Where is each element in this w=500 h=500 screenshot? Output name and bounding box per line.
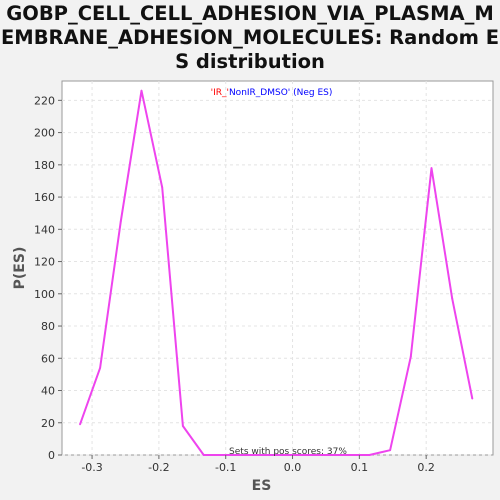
- data-point: [347, 454, 350, 456]
- data-point: [285, 454, 288, 456]
- y-tick-label: 160: [34, 191, 55, 204]
- data-point: [244, 454, 247, 456]
- y-axis-title: P(ES): [12, 247, 28, 290]
- data-point: [79, 423, 81, 426]
- data-point: [140, 89, 143, 92]
- data-point: [471, 397, 474, 400]
- axis-layer: 0 20 40 60 80 100 120 140 160 180 200 220 -0.3 -0.2 -0…: [34, 94, 435, 474]
- y-tick-label: 180: [34, 159, 55, 172]
- grid-layer: [62, 81, 493, 456]
- data-point: [223, 454, 226, 456]
- y-tick-label: 100: [34, 288, 55, 301]
- legend-part: 'IR_': [211, 88, 229, 98]
- legend-part: NonIR_DMSO' (Neg ES): [229, 88, 332, 98]
- data-point: [99, 367, 101, 369]
- data-point: [119, 220, 122, 223]
- chart-title: GOBP_CELL_CELL_ADHESION_VIA_PLASMA_MEMBR…: [0, 2, 500, 73]
- data-point: [306, 454, 309, 456]
- y-tick-label: 40: [41, 385, 55, 398]
- y-tick-label: 60: [41, 352, 55, 365]
- data-point: [409, 355, 412, 358]
- data-point: [182, 425, 184, 427]
- x-axis-title: ES: [252, 478, 272, 494]
- data-point: [430, 167, 433, 170]
- y-tick-label: 140: [34, 223, 55, 236]
- data-point: [389, 449, 391, 452]
- y-tick-label: 80: [41, 320, 55, 333]
- y-tick-label: 20: [41, 417, 55, 430]
- y-tick-label: 220: [34, 94, 55, 107]
- data-point: [161, 186, 164, 189]
- x-tick-label: 0.1: [351, 461, 369, 474]
- annotation-text: Sets with pos scores: 37%: [229, 447, 347, 457]
- x-tick-label: -0.2: [148, 461, 169, 474]
- data-point: [202, 454, 205, 456]
- y-tick-label: 120: [34, 256, 55, 269]
- y-tick-label: 0: [48, 449, 55, 462]
- data-point: [264, 454, 267, 456]
- series-line: [79, 89, 474, 456]
- x-tick-label: -0.3: [81, 461, 102, 474]
- x-tick-label: -0.1: [215, 461, 236, 474]
- data-point: [327, 454, 329, 456]
- x-tick-label: 0.2: [417, 461, 435, 474]
- legend-text: 'IR_'NonIR_DMSO' (Neg ES): [211, 88, 333, 98]
- plot-area: [61, 80, 494, 456]
- x-tick-label: 0.0: [284, 461, 302, 474]
- y-tick-label: 200: [34, 127, 55, 140]
- series-layer: [79, 89, 474, 456]
- data-point: [368, 454, 371, 456]
- data-point: [451, 297, 454, 300]
